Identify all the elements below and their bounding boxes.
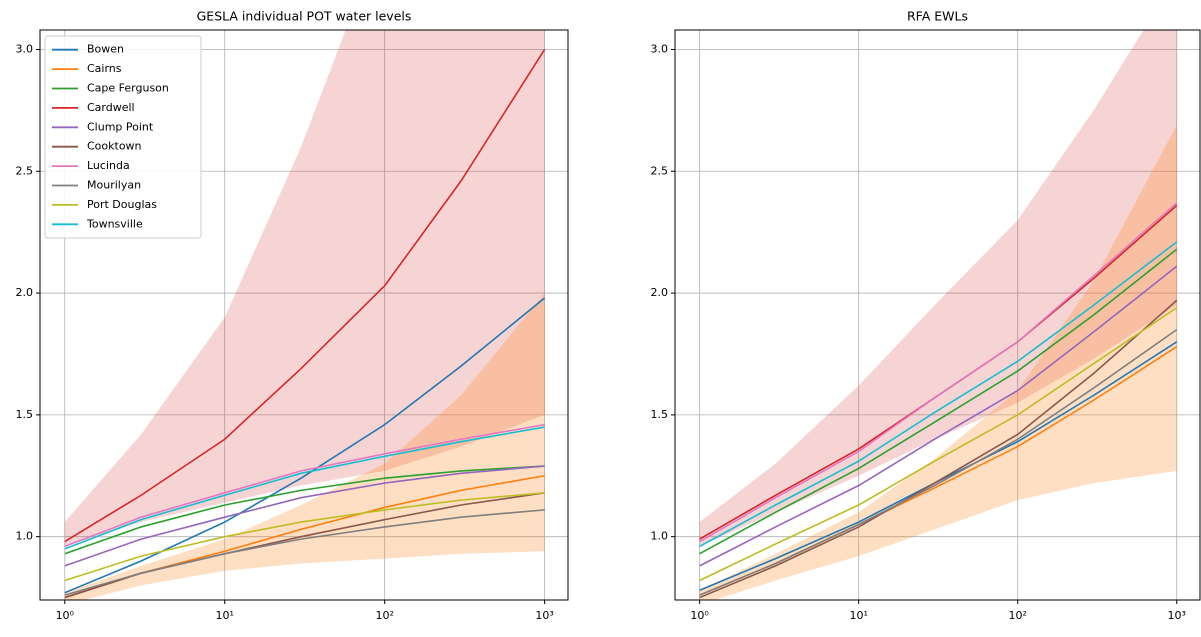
legend-label: Clump Point	[87, 120, 154, 133]
axes-frame	[39, 29, 569, 601]
axes-frame	[674, 29, 1201, 601]
series-line	[699, 328, 1178, 596]
y-tick-label: 2.5	[16, 164, 34, 177]
series-line	[64, 509, 545, 596]
series-line	[699, 307, 1178, 582]
legend-label: Cooktown	[87, 140, 142, 153]
series-line	[699, 299, 1178, 599]
x-tick-label: 10³	[1168, 609, 1186, 622]
legend-label: Mourilyan	[87, 179, 141, 192]
plot-area	[64, 30, 546, 600]
legend-label: Cape Ferguson	[87, 82, 169, 95]
series-line	[699, 202, 1178, 543]
plot-area	[699, 30, 1178, 600]
series-line	[64, 492, 545, 582]
legend-label: Cardwell	[87, 101, 135, 114]
y-tick-label: 3.0	[651, 42, 669, 55]
x-tick-label: 10⁰	[690, 609, 709, 622]
series-line	[64, 297, 546, 594]
confidence-band	[64, 30, 545, 547]
confidence-band	[64, 293, 545, 600]
x-tick-label: 10²	[375, 609, 393, 622]
confidence-band	[699, 125, 1177, 600]
x-tick-label: 10⁰	[56, 609, 75, 622]
y-tick-label: 2.0	[16, 286, 34, 299]
chart-title: RFA EWLs	[907, 9, 968, 24]
series-line	[64, 465, 545, 555]
y-tick-label: 1.5	[651, 408, 669, 421]
series-line	[699, 241, 1178, 548]
legend-box	[44, 35, 202, 239]
x-tick-label: 10¹	[216, 609, 234, 622]
y-tick-label: 3.0	[16, 42, 34, 55]
y-tick-label: 2.0	[651, 286, 669, 299]
axes: GESLA individual POT water levels 1.0 1.5 2…	[16, 9, 569, 622]
x-tick-label: 10¹	[849, 609, 867, 622]
x-tick-label: 10²	[1009, 609, 1027, 622]
series-line	[699, 248, 1178, 555]
y-tick-label: 1.0	[16, 530, 34, 543]
axes: RFA EWLs 1.0 1.5 2.0 2.5 3.0 10⁰ 10¹ 10² 10³	[651, 9, 1201, 622]
legend-label: Cairns	[87, 62, 122, 75]
chart-title: GESLA individual POT water levels	[197, 9, 412, 24]
legend: Bowen Cairns Cape Ferguson Cardwell Clump Po…	[44, 35, 202, 239]
y-tick-label: 1.0	[651, 530, 669, 543]
series-line	[64, 426, 545, 550]
legend-label: Townsville	[86, 217, 143, 230]
y-tick-label: 2.5	[651, 164, 669, 177]
series-line	[699, 265, 1178, 567]
legend-label: Port Douglas	[87, 198, 157, 211]
x-tick-label: 10³	[535, 609, 553, 622]
series-line	[64, 465, 545, 567]
legend-label: Lucinda	[87, 159, 130, 172]
series-line	[64, 49, 546, 543]
series-line	[64, 423, 545, 548]
legend-label: Bowen	[87, 43, 124, 56]
y-tick-label: 1.5	[16, 408, 34, 421]
